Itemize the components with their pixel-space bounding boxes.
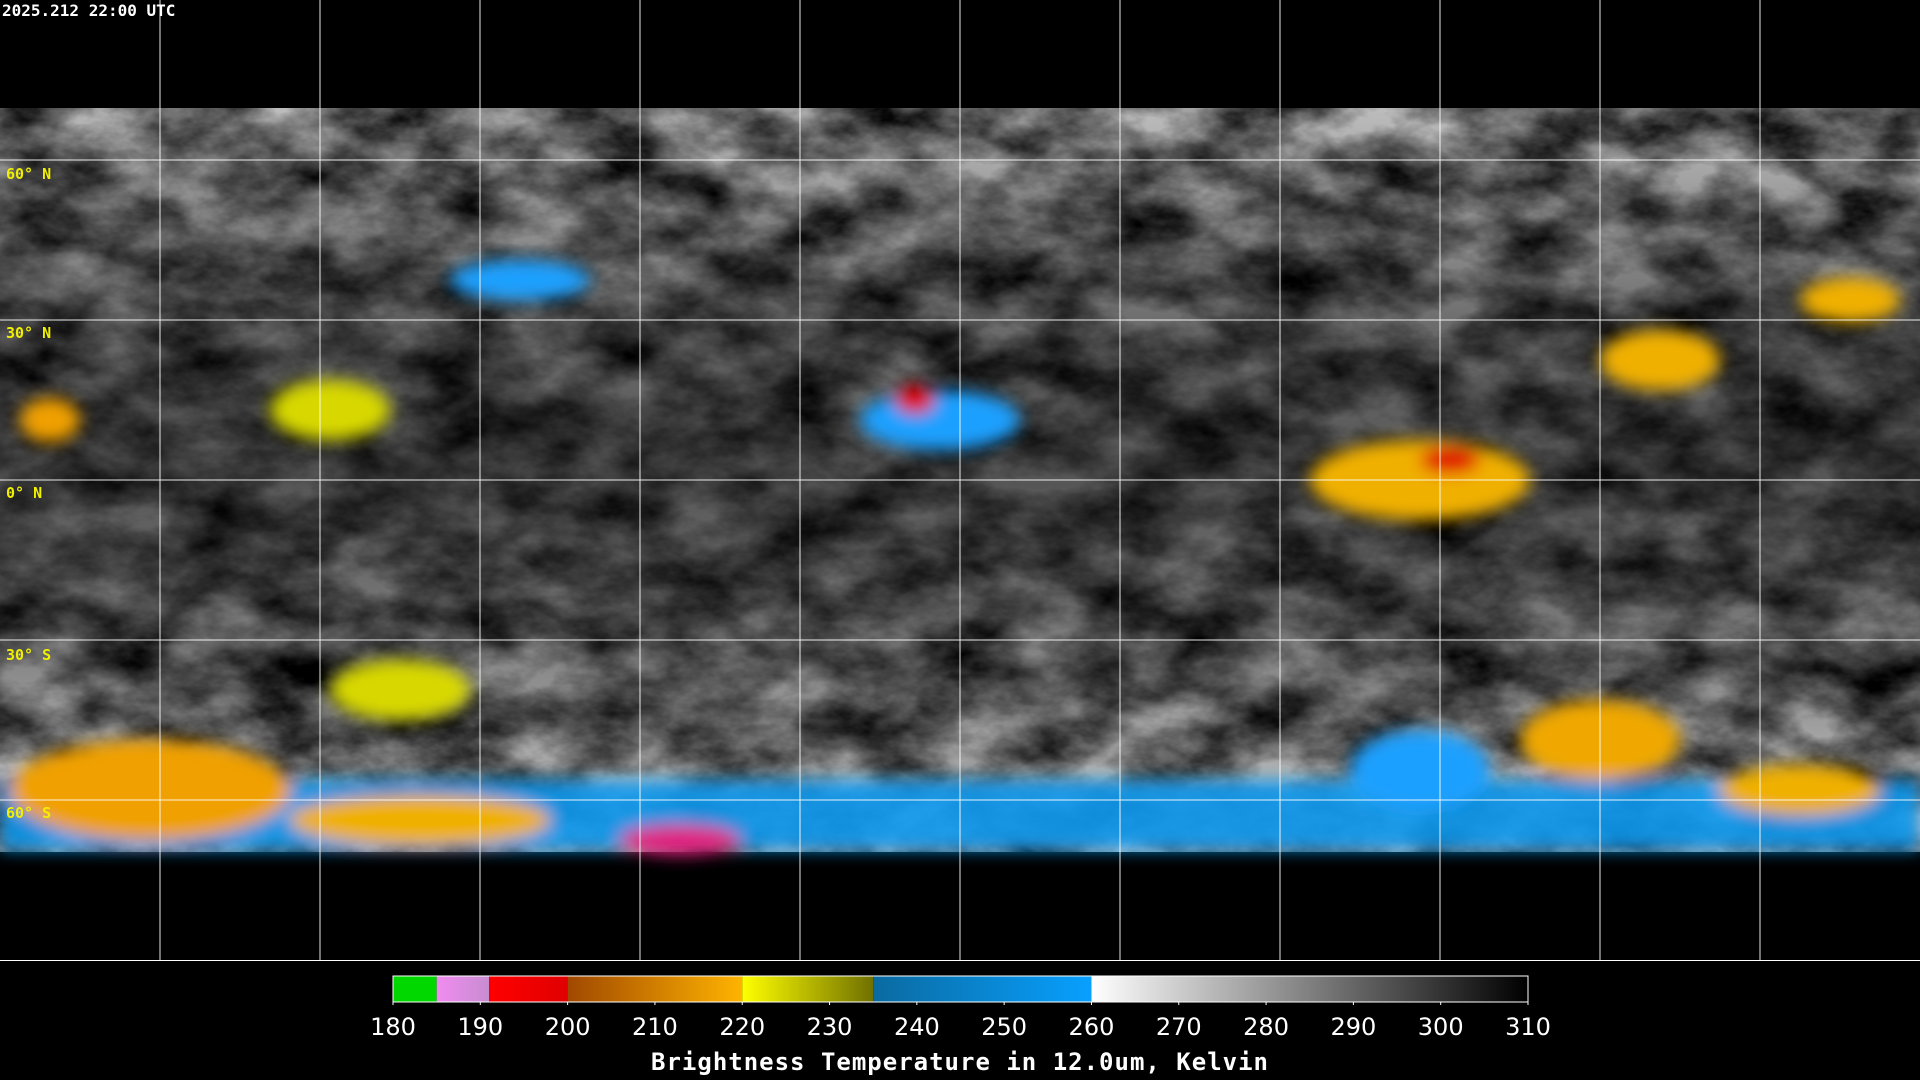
colorbar-tick-label: 210 [632, 1013, 678, 1041]
colorbar-segment [873, 976, 1092, 1002]
colorbar-title: Brightness Temperature in 12.0um, Kelvin [651, 1048, 1269, 1076]
colorbar-segment [1091, 976, 1528, 1002]
colorbar-tick-label: 240 [894, 1013, 940, 1041]
colorbar-tick-label: 200 [545, 1013, 591, 1041]
colorbar-segment [393, 976, 437, 1002]
colorbar-segment [436, 976, 490, 1002]
lat-label: 60° N [6, 165, 51, 183]
colorbar-tick-label: 310 [1505, 1013, 1551, 1041]
colorbar-tick-label: 260 [1069, 1013, 1115, 1041]
graticule [0, 0, 1920, 960]
colorbar-tick-label: 270 [1156, 1013, 1202, 1041]
colorbar-tick-label: 280 [1243, 1013, 1289, 1041]
colorbar-segment [742, 976, 874, 1002]
map-border [0, 960, 1920, 961]
colorbar: 180 190 200 210 220 230 240 250 260 270 280 290 300 3… [370, 975, 1551, 1041]
colorbar-tick-label: 230 [807, 1013, 853, 1041]
colorbar-frame [392, 975, 1529, 1003]
timestamp: 2025.212 22:00 UTC [2, 1, 175, 20]
colorbar-tick-label: 300 [1418, 1013, 1464, 1041]
colorbar-tick-label: 190 [457, 1013, 503, 1041]
colorbar-segment [489, 976, 568, 1002]
lat-label: 0° N [6, 484, 42, 502]
colorbar-segment [567, 976, 743, 1002]
lat-label: 30° S [6, 646, 51, 664]
lat-label: 60° S [6, 804, 51, 822]
colorbar-tick-label: 180 [370, 1013, 416, 1041]
colorbar-tick-label: 250 [981, 1013, 1027, 1041]
colorbar-tick-label: 220 [719, 1013, 765, 1041]
lat-label: 30° N [6, 324, 51, 342]
colorbar-tick-label: 290 [1330, 1013, 1376, 1041]
